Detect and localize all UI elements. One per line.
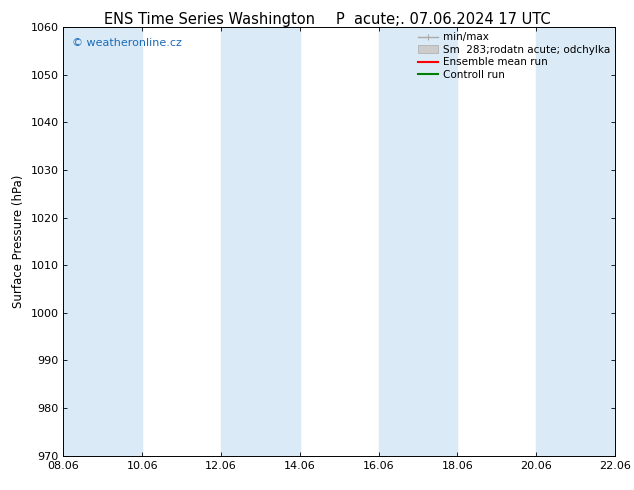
Text: P  acute;. 07.06.2024 17 UTC: P acute;. 07.06.2024 17 UTC <box>337 12 551 27</box>
Legend: min/max, Sm  283;rodatn acute; odchylka, Ensemble mean run, Controll run: min/max, Sm 283;rodatn acute; odchylka, … <box>418 32 610 80</box>
Text: ENS Time Series Washington: ENS Time Series Washington <box>104 12 314 27</box>
Bar <box>378 27 457 456</box>
Y-axis label: Surface Pressure (hPa): Surface Pressure (hPa) <box>12 174 25 308</box>
Text: © weatheronline.cz: © weatheronline.cz <box>72 38 181 48</box>
Bar <box>536 27 615 456</box>
Bar <box>63 27 142 456</box>
Bar <box>221 27 300 456</box>
